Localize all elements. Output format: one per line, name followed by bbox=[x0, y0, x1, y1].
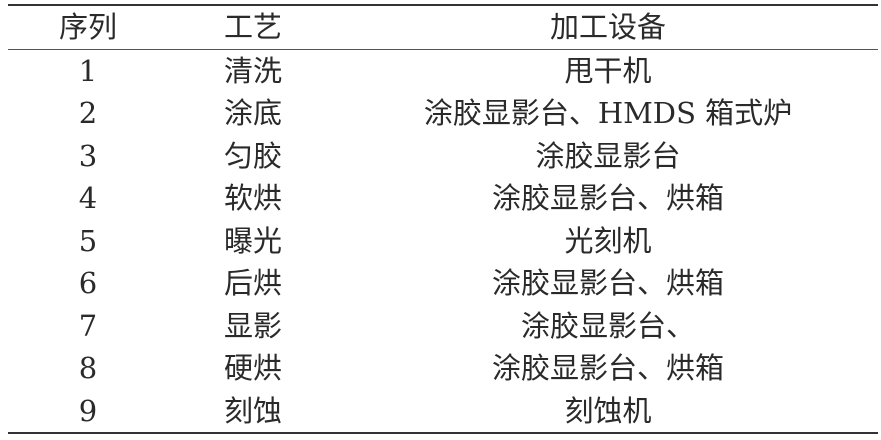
header-process: 工艺 bbox=[223, 10, 282, 45]
cell-process: 匀胶 bbox=[223, 138, 282, 173]
table-row: 9 刻蚀 刻蚀机 bbox=[8, 390, 878, 433]
header-equipment: 加工设备 bbox=[549, 10, 666, 45]
cell-equipment: 涂胶显影台 bbox=[535, 138, 681, 173]
cell-index: 9 bbox=[78, 393, 98, 428]
cell-index: 8 bbox=[78, 351, 98, 386]
cell-process: 涂底 bbox=[223, 96, 282, 131]
process-equipment-table: 序列 工艺 加工设备 1 清洗 甩干机 2 涂底 涂胶显影台、HMDS 箱式炉 3 匀胶 涂胶显… bbox=[8, 4, 878, 434]
cell-index: 5 bbox=[78, 223, 98, 258]
cell-index: 2 bbox=[78, 96, 98, 131]
header-index: 序列 bbox=[58, 10, 117, 45]
cell-equipment: 刻蚀机 bbox=[564, 393, 652, 428]
cell-equipment: 涂胶显影台、烘箱 bbox=[491, 351, 724, 386]
cell-equipment: 涂胶显影台、 bbox=[520, 308, 695, 343]
table-row: 3 匀胶 涂胶显影台 bbox=[8, 135, 878, 178]
table-row: 7 显影 涂胶显影台、 bbox=[8, 305, 878, 348]
cell-equipment: 涂胶显影台、烘箱 bbox=[491, 181, 724, 216]
cell-process: 刻蚀 bbox=[223, 393, 282, 428]
table-row: 6 后烘 涂胶显影台、烘箱 bbox=[8, 262, 878, 305]
cell-process: 软烘 bbox=[223, 181, 282, 216]
cell-equipment: 涂胶显影台、烘箱 bbox=[491, 266, 724, 301]
cell-process: 显影 bbox=[223, 308, 282, 343]
table-row: 2 涂底 涂胶显影台、HMDS 箱式炉 bbox=[8, 92, 878, 135]
cell-process: 硬烘 bbox=[223, 351, 282, 386]
table-row: 8 硬烘 涂胶显影台、烘箱 bbox=[8, 347, 878, 390]
cell-equipment: 光刻机 bbox=[564, 223, 652, 258]
table-row: 4 软烘 涂胶显影台、烘箱 bbox=[8, 177, 878, 220]
cell-index: 1 bbox=[78, 53, 98, 88]
cell-equipment: 涂胶显影台、HMDS 箱式炉 bbox=[423, 96, 793, 131]
cell-index: 3 bbox=[78, 138, 98, 173]
table-row: 5 曝光 光刻机 bbox=[8, 220, 878, 263]
cell-equipment: 甩干机 bbox=[564, 53, 652, 88]
header-row: 序列 工艺 加工设备 bbox=[8, 5, 878, 49]
cell-index: 6 bbox=[78, 266, 98, 301]
cell-process: 清洗 bbox=[223, 53, 282, 88]
cell-index: 7 bbox=[78, 308, 98, 343]
cell-process: 后烘 bbox=[223, 266, 282, 301]
table-row: 1 清洗 甩干机 bbox=[8, 49, 878, 92]
cell-process: 曝光 bbox=[223, 223, 282, 258]
cell-index: 4 bbox=[78, 181, 98, 216]
